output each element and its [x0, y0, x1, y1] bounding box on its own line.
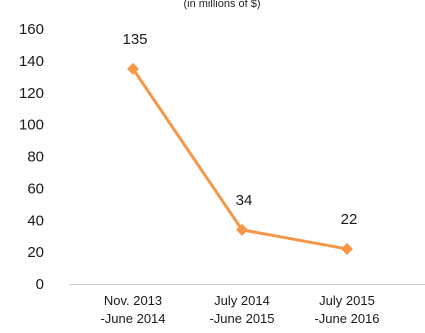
y-tick-label: 160 [19, 21, 44, 38]
y-tick-label: 20 [27, 244, 44, 261]
chart-subtitle: (in millions of $) [183, 0, 260, 10]
data-label: 135 [122, 31, 147, 48]
y-tick-label: 0 [36, 276, 44, 293]
data-labels: 135 34 22 [122, 31, 357, 228]
y-tick-label: 40 [27, 212, 44, 229]
data-point [341, 242, 353, 255]
data-point [236, 223, 248, 236]
x-tick-label: Nov. 2013 -June 2014 [100, 293, 165, 326]
series-markers [127, 62, 353, 255]
y-tick-label: 140 [19, 53, 44, 70]
y-tick-label: 60 [27, 180, 44, 197]
y-axis: 0 20 40 60 80 100 120 140 160 [19, 21, 44, 293]
data-point [127, 62, 139, 75]
data-label: 34 [236, 192, 253, 209]
x-tick-label: July 2015 -June 2016 [314, 293, 379, 326]
x-axis: Nov. 2013 -June 2014 July 2014 -June 2015 Ju… [100, 293, 379, 326]
y-tick-label: 120 [19, 85, 44, 102]
x-tick-label: July 2014 -June 2015 [209, 293, 274, 326]
y-tick-label: 100 [19, 117, 44, 134]
y-tick-label: 80 [27, 149, 44, 166]
series-line [131, 68, 348, 251]
data-label: 22 [341, 211, 358, 228]
